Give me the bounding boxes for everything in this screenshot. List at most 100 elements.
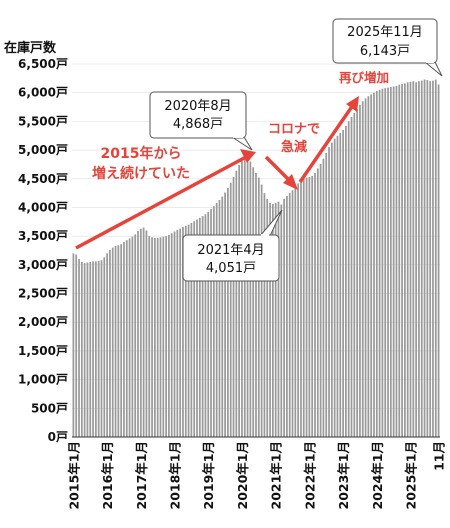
bar xyxy=(246,157,249,437)
bar xyxy=(92,261,94,437)
bar xyxy=(370,94,373,437)
bar xyxy=(190,222,193,437)
bar xyxy=(80,261,83,437)
bar xyxy=(241,160,243,438)
bar xyxy=(212,206,215,437)
bar xyxy=(330,142,333,437)
bar xyxy=(314,173,316,437)
bar xyxy=(316,168,319,437)
bar xyxy=(328,147,330,437)
x-tick-labels: 2015年1月 2016年1月 2017年1月 2018年1月 2019年1月 2020年… xyxy=(66,441,446,510)
x-tick-label: 2016年1月 xyxy=(100,441,115,510)
bar xyxy=(381,88,384,438)
bar xyxy=(375,90,378,437)
bar xyxy=(148,236,151,437)
bar xyxy=(277,201,280,437)
bar xyxy=(249,161,252,438)
x-tick-label: 2024年1月 xyxy=(370,441,385,510)
bar xyxy=(364,98,367,438)
bar xyxy=(137,230,139,437)
bar xyxy=(125,240,128,437)
bar xyxy=(423,79,426,438)
rise-arrow-head xyxy=(240,149,256,163)
bar xyxy=(409,81,412,437)
bar xyxy=(359,104,361,438)
bar xyxy=(266,198,269,437)
bar xyxy=(336,135,339,438)
y-tick-label: 6,000戸 xyxy=(18,86,68,100)
bar xyxy=(168,235,170,437)
bar xyxy=(353,112,356,437)
callout-2020-date: 2020年8月 xyxy=(164,99,231,114)
trend-arrows xyxy=(75,96,359,250)
bar xyxy=(156,237,159,437)
bar xyxy=(173,231,176,437)
bar xyxy=(123,241,125,437)
bar xyxy=(350,116,353,437)
bar xyxy=(319,163,322,437)
bar xyxy=(415,82,417,438)
bar xyxy=(286,195,288,437)
bar xyxy=(117,245,120,437)
bar xyxy=(255,173,257,437)
bar xyxy=(227,187,229,437)
callout-2021-04: 2021年4月 4,051戸 xyxy=(182,209,283,282)
bar xyxy=(387,87,389,437)
bar xyxy=(345,125,347,437)
bar xyxy=(361,101,364,438)
bar xyxy=(235,170,238,438)
bar xyxy=(89,261,92,437)
bar xyxy=(420,80,423,437)
bar xyxy=(260,184,263,437)
bar xyxy=(106,253,108,437)
y-tick-label: 2,000戸 xyxy=(18,315,68,329)
trend-labels: 2015年から 増え続けていた コロナで 急減 再び増加 xyxy=(91,69,391,184)
x-tick-label: 2015年1月 xyxy=(66,441,81,510)
y-tick-label: 5,500戸 xyxy=(18,114,68,128)
bar xyxy=(218,200,221,437)
bar xyxy=(131,236,134,437)
bar xyxy=(401,84,403,437)
x-tick-label: 2019年1月 xyxy=(201,441,216,510)
y-axis-title: 在庫戸数 xyxy=(4,40,57,56)
bar xyxy=(165,236,167,437)
bar xyxy=(434,79,437,438)
bar xyxy=(311,175,314,437)
bar xyxy=(257,177,260,437)
bar xyxy=(221,196,224,437)
bar xyxy=(139,228,142,437)
bar xyxy=(111,247,114,437)
bar xyxy=(72,253,75,437)
bar xyxy=(342,129,344,438)
y-tick-label: 4,000戸 xyxy=(18,200,68,214)
bar xyxy=(100,260,103,437)
callout-2025-value: 6,143戸 xyxy=(360,44,410,59)
bar xyxy=(198,217,201,437)
covid-label-line2: 急減 xyxy=(281,139,307,155)
bar xyxy=(398,84,401,437)
y-tick-label: 0戸 xyxy=(48,430,68,444)
bar xyxy=(151,237,153,437)
callout-2020-box xyxy=(149,91,247,139)
bar xyxy=(274,202,277,437)
bar xyxy=(378,89,381,437)
bar xyxy=(243,158,246,438)
bar xyxy=(308,177,311,438)
callout-2021-box xyxy=(182,234,280,282)
bar xyxy=(182,226,184,437)
y-tick-label: 1,500戸 xyxy=(18,344,68,358)
callout-2021-value: 4,051戸 xyxy=(206,261,256,276)
bar xyxy=(412,81,415,437)
y-tick-label: 2,500戸 xyxy=(18,287,68,301)
bar xyxy=(162,236,165,437)
bar xyxy=(406,82,409,438)
callout-2020-pointer xyxy=(230,136,253,151)
x-tick-label: 11月 xyxy=(432,441,447,471)
bar xyxy=(291,190,294,437)
rise-label-line1: 2015年から xyxy=(101,145,182,162)
bar xyxy=(238,165,241,437)
bar xyxy=(204,214,207,437)
recovery-arrow-head xyxy=(346,96,359,112)
bar xyxy=(134,234,137,437)
